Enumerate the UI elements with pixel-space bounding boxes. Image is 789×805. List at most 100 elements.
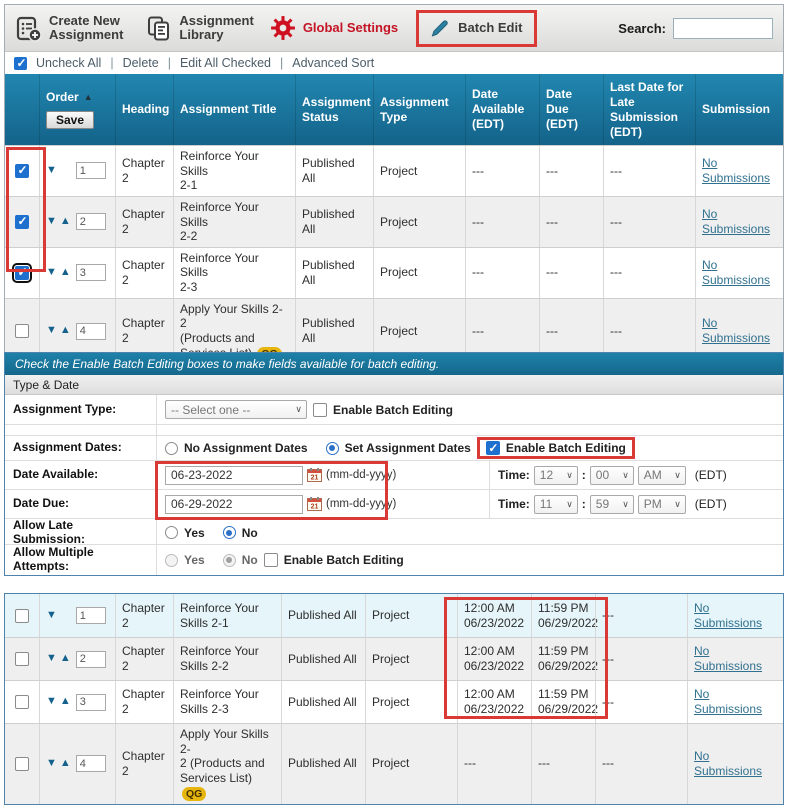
move-down-icon[interactable]: ▼: [46, 164, 57, 177]
chevron-down-icon: ∨: [622, 498, 629, 509]
hour-select[interactable]: 12 ∨: [533, 465, 578, 485]
allow-late-no-radio[interactable]: [222, 526, 236, 540]
no-submissions-link[interactable]: No Submissions: [694, 749, 763, 778]
calendar-icon[interactable]: 21: [307, 497, 322, 511]
heading-cell: Chapter 2: [115, 724, 173, 804]
move-down-icon[interactable]: ▼: [46, 608, 57, 621]
order-input[interactable]: [75, 607, 106, 624]
order-input[interactable]: [75, 322, 106, 340]
row-checkbox[interactable]: [15, 756, 29, 771]
uncheck-all-link[interactable]: Uncheck All: [36, 56, 102, 70]
row-select-cell: [5, 594, 39, 637]
date-due-cell: 11:59 PM 06/29/2022: [531, 681, 598, 723]
chevron-down-icon: ∨: [295, 404, 302, 414]
date-available-cell: ---: [465, 247, 539, 298]
time-label: Time:: [498, 497, 530, 511]
assignment-type-select[interactable]: -- Select one -- ∨: [165, 400, 307, 419]
hour-select[interactable]: 11 ∨: [533, 494, 578, 514]
order-input[interactable]: [75, 213, 106, 231]
chevron-down-icon: ∨: [566, 469, 573, 480]
assignment-library-button[interactable]: Assignment Library: [145, 13, 254, 43]
advanced-sort-link[interactable]: Advanced Sort: [292, 56, 375, 70]
move-down-icon[interactable]: ▼: [46, 757, 57, 770]
title-cell: Reinforce Your Skills 2-1: [173, 146, 295, 196]
move-up-icon[interactable]: ▲: [59, 265, 71, 278]
edit-all-checked-link[interactable]: Edit All Checked: [179, 56, 271, 70]
no-submissions-link[interactable]: No Submissions: [694, 644, 763, 673]
no-submissions-link[interactable]: No Submissions: [702, 258, 771, 287]
allow-late-submission-label: Allow Late Submission:: [5, 518, 157, 547]
move-up-icon[interactable]: ▲: [59, 215, 71, 228]
title-cell: Reinforce Your Skills 2-2: [173, 196, 295, 247]
move-down-icon[interactable]: ▼: [46, 215, 57, 228]
move-down-icon[interactable]: ▼: [46, 652, 57, 665]
type-cell: Project: [373, 146, 465, 196]
row-checkbox[interactable]: [15, 324, 29, 339]
order-input[interactable]: [75, 755, 106, 773]
type-cell: Project: [373, 196, 465, 247]
row-checkbox[interactable]: [15, 695, 29, 709]
move-up-icon[interactable]: ▲: [59, 652, 71, 665]
move-up-icon[interactable]: ▲: [59, 324, 71, 337]
sort-icon[interactable]: ▲: [83, 91, 93, 102]
assignment-dates-label: Assignment Dates:: [5, 436, 157, 460]
move-up-icon[interactable]: ▲: [59, 757, 71, 770]
no-submissions-link[interactable]: No Submissions: [702, 156, 771, 185]
time-label: Time:: [498, 468, 530, 482]
assignment-row: ▼ ▲ Chapter 2 Apply Your Skills 2- 2 (Pr…: [5, 723, 783, 804]
type-cell: Project: [373, 247, 465, 298]
no-submissions-link[interactable]: No Submissions: [694, 687, 763, 716]
row-checkbox[interactable]: [12, 262, 32, 283]
move-up-icon[interactable]: ▲: [59, 695, 71, 708]
row-checkbox[interactable]: [15, 652, 29, 666]
last-late-cell: ---: [595, 681, 687, 723]
move-down-icon[interactable]: ▼: [46, 324, 57, 337]
move-down-icon[interactable]: ▼: [46, 695, 57, 708]
search-input[interactable]: [673, 17, 773, 39]
enable-batch-editing-checkbox[interactable]: [263, 553, 278, 567]
date-due-input[interactable]: [165, 494, 303, 514]
allow-late-yes-radio[interactable]: [165, 526, 178, 540]
create-new-assignment-label: Create New Assignment: [49, 12, 124, 42]
type-column-header: Assignment Type: [373, 74, 465, 145]
no-assignment-dates-radio[interactable]: [165, 441, 178, 455]
enable-batch-editing-checkbox[interactable]: [313, 402, 327, 417]
enable-batch-editing-checkbox[interactable]: [485, 441, 500, 455]
enable-batch-editing-label: Enable Batch Editing: [505, 441, 626, 455]
heading-cell: Chapter 2: [115, 594, 173, 637]
no-submissions-link[interactable]: No Submissions: [702, 316, 771, 346]
set-assignment-dates-radio[interactable]: [325, 441, 339, 455]
minute-select[interactable]: 59 ∨: [589, 494, 634, 514]
order-cell: ▼ ▲: [39, 298, 115, 364]
assignments-panel: Create New Assignment Assignment Library: [4, 4, 784, 365]
save-order-button[interactable]: Save: [46, 111, 95, 129]
allow-multiple-no-radio: [222, 553, 236, 567]
row-checkbox[interactable]: [15, 608, 29, 623]
order-input[interactable]: [75, 693, 106, 711]
batch-edit-button[interactable]: Batch Edit: [416, 9, 538, 47]
ampm-select[interactable]: AM ∨: [637, 465, 686, 485]
delete-link[interactable]: Delete: [122, 56, 159, 70]
uncheck-all-checkbox[interactable]: [14, 56, 27, 70]
no-submissions-link[interactable]: No Submissions: [702, 207, 771, 236]
create-new-assignment-button[interactable]: Create New Assignment: [15, 12, 124, 43]
move-down-icon[interactable]: ▼: [46, 265, 57, 278]
date-available-column-header: Date Available (EDT): [465, 74, 539, 145]
date-available-input[interactable]: [165, 465, 303, 485]
order-input[interactable]: [75, 650, 106, 668]
table-header-row: Order ▲ Save Heading Assignment Title As…: [5, 74, 783, 145]
row-checkbox[interactable]: [15, 214, 29, 229]
heading-column-header: Heading: [115, 74, 173, 145]
minute-select[interactable]: 00 ∨: [589, 465, 634, 485]
ampm-select[interactable]: PM ∨: [637, 494, 686, 514]
order-input[interactable]: [75, 162, 106, 180]
updated-assignments-panel: ▼ ▲ Chapter 2 Reinforce Your Skills 2-1 …: [4, 593, 784, 805]
submission-cell: No Submissions: [687, 724, 783, 804]
order-input[interactable]: [75, 264, 106, 282]
no-submissions-link[interactable]: No Submissions: [694, 600, 763, 630]
date-due-cell: ---: [539, 196, 603, 247]
calendar-icon[interactable]: 21: [307, 468, 322, 482]
submission-cell: No Submissions: [695, 298, 783, 364]
row-checkbox[interactable]: [15, 163, 29, 178]
global-settings-button[interactable]: Global Settings: [270, 15, 398, 41]
